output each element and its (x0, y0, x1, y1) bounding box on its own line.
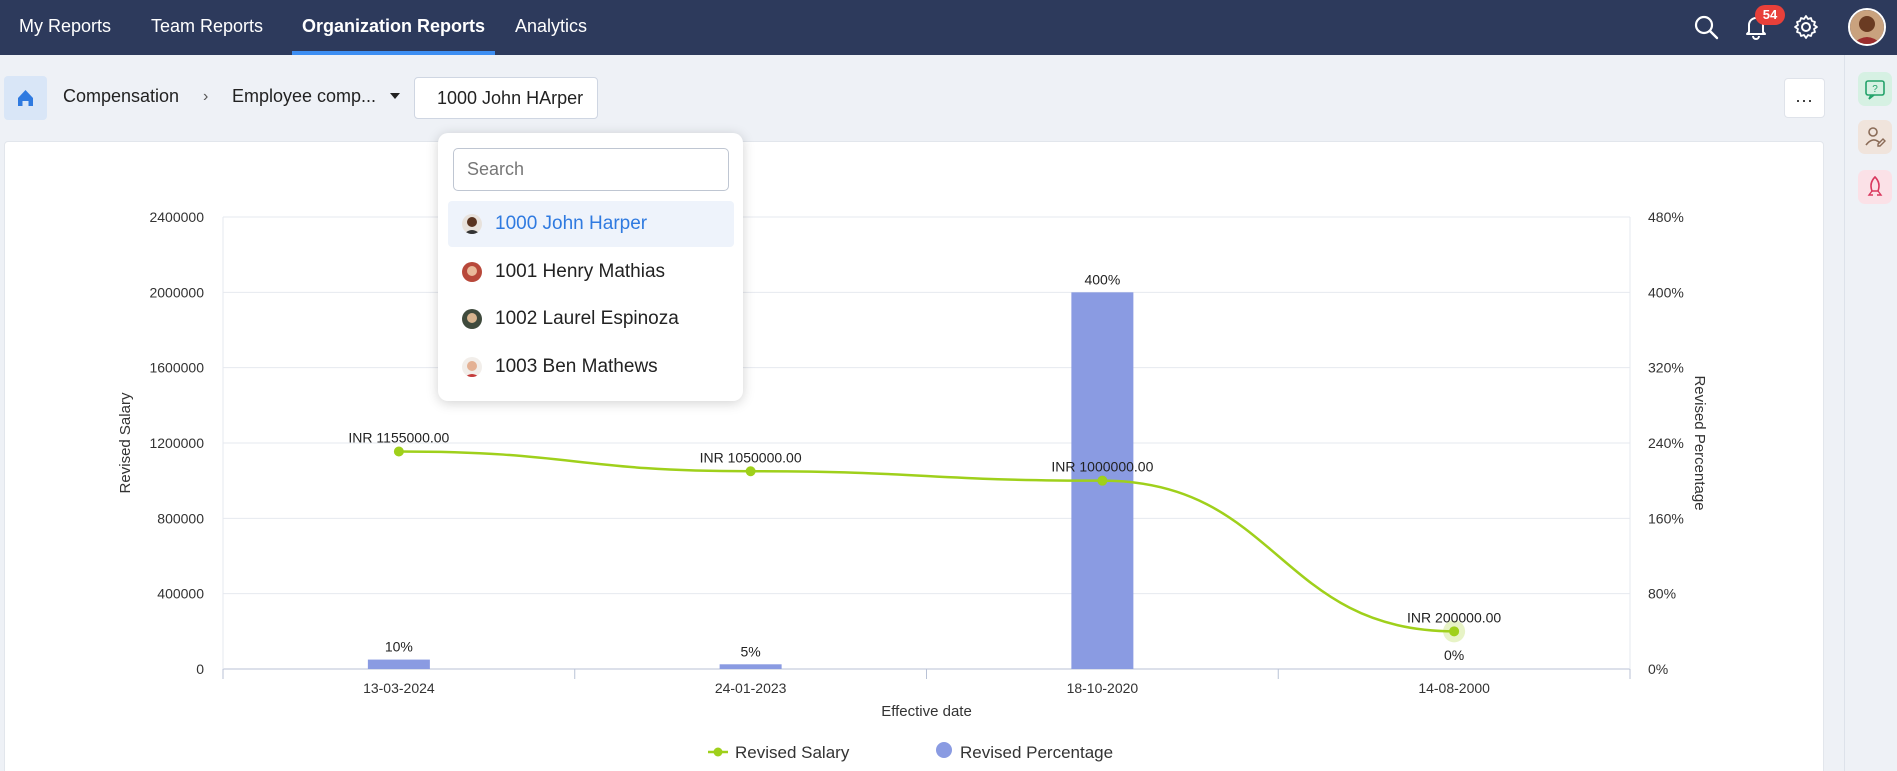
line-data-label: INR 1000000.00 (1051, 459, 1153, 475)
employee-select[interactable]: 1000 John HArper (414, 77, 598, 119)
y2-axis-title: Revised Percentage (1691, 375, 1708, 510)
line-point (393, 446, 404, 457)
home-icon (18, 90, 33, 106)
y-tick-label: 2400000 (149, 209, 204, 225)
employee-avatar (462, 309, 482, 329)
line-data-label: INR 200000.00 (1407, 609, 1501, 625)
legend-bar-swatch (936, 742, 952, 758)
employee-option-1001[interactable]: 1001 Henry Mathias (448, 249, 734, 295)
y-tick-label: 800000 (157, 510, 204, 526)
line-point (745, 466, 756, 477)
gear-icon[interactable] (1792, 13, 1820, 41)
employee-avatar (462, 262, 482, 282)
breadcrumb-compensation[interactable]: Compensation (63, 86, 180, 106)
x-tick-label: 24-01-2023 (715, 680, 787, 696)
search-input[interactable] (453, 148, 729, 191)
help-icon[interactable]: ? (1858, 72, 1892, 106)
line-point (1097, 475, 1108, 486)
employee-option-label: 1002 Laurel Espinoza (495, 308, 679, 329)
notification-badge: 54 (1755, 5, 1785, 25)
svg-text:?: ? (1872, 84, 1878, 95)
employee-option-1000[interactable]: 1000 John Harper (448, 201, 734, 247)
x-tick-label: 14-08-2000 (1418, 680, 1490, 696)
y2-tick-label: 0% (1648, 661, 1668, 677)
x-tick-label: 18-10-2020 (1067, 680, 1139, 696)
tab-organization-reports[interactable]: Organization Reports (292, 0, 496, 55)
bar-data-label: 5% (741, 643, 761, 659)
y-tick-label: 1200000 (149, 435, 204, 451)
search-icon[interactable] (1692, 13, 1720, 41)
y2-tick-label: 240% (1648, 435, 1684, 451)
user-avatar[interactable] (1848, 8, 1886, 46)
y2-tick-label: 80% (1648, 586, 1676, 602)
y-tick-label: 0 (196, 661, 204, 677)
home-button[interactable] (4, 76, 47, 120)
tab-my-reports[interactable]: My Reports (19, 16, 112, 36)
bar (719, 664, 782, 669)
legend-line-marker (713, 747, 723, 757)
chevron-right-icon: › (203, 88, 209, 105)
y2-tick-label: 160% (1648, 510, 1684, 526)
employee-option-label: 1003 Ben Mathews (495, 356, 658, 377)
y2-tick-label: 400% (1648, 284, 1684, 300)
chart-card (4, 141, 1824, 771)
y2-tick-label: 320% (1648, 360, 1684, 376)
line-data-label: INR 1155000.00 (348, 429, 449, 445)
y-tick-label: 1600000 (149, 360, 204, 376)
bar-data-label: 10% (385, 639, 413, 655)
employee-avatar (462, 214, 482, 234)
tab-analytics[interactable]: Analytics (515, 16, 588, 36)
x-axis-title: Effective date (881, 703, 972, 720)
chevron-down-icon[interactable] (390, 93, 400, 99)
employee-option-label: 1001 Henry Mathias (495, 261, 666, 282)
legend-label-percentage: Revised Percentage (960, 743, 1113, 762)
breadcrumb-report[interactable]: Employee comp... (232, 86, 377, 106)
legend-label-salary: Revised Salary (735, 743, 850, 762)
employee-avatar (462, 357, 482, 377)
tab-team-reports[interactable]: Team Reports (151, 16, 264, 36)
bar-data-label: 400% (1084, 271, 1120, 287)
x-tick-label: 13-03-2024 (363, 680, 435, 696)
bar-data-label: 0% (1444, 647, 1464, 663)
user-edit-icon[interactable] (1858, 120, 1892, 154)
y-tick-label: 2000000 (149, 284, 204, 300)
line-data-label: INR 1050000.00 (700, 449, 802, 465)
y-tick-label: 400000 (157, 586, 204, 602)
line-point (1449, 626, 1460, 637)
y2-tick-label: 480% (1648, 209, 1684, 225)
y-axis-title: Revised Salary (117, 392, 134, 493)
employee-dropdown: 1000 John Harper 1001 Henry Mathias 1002… (438, 133, 743, 401)
salary-line (398, 450, 1455, 633)
top-navigation-bar: My Reports Team Reports Organization Rep… (0, 0, 1897, 55)
employee-option-1002[interactable]: 1002 Laurel Espinoza (448, 296, 734, 342)
employee-option-label: 1000 John Harper (495, 213, 648, 234)
rocket-icon[interactable] (1858, 170, 1892, 204)
bar (367, 659, 430, 669)
employee-option-1003[interactable]: 1003 Ben Mathews (448, 344, 734, 390)
more-options-button[interactable]: ... (1784, 78, 1825, 118)
